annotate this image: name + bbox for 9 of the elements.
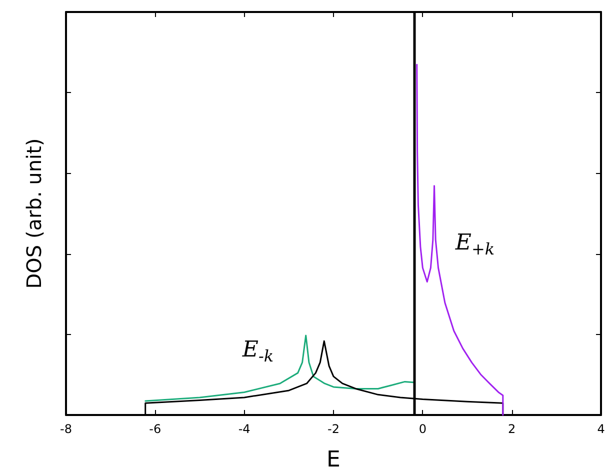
x-tick-label: -2 <box>328 422 340 436</box>
x-tick-label: 0 <box>418 422 426 436</box>
x-tick-label: 4 <box>597 422 605 436</box>
x-tick-label: -4 <box>238 422 250 436</box>
x-tick-label: -8 <box>60 422 72 436</box>
x-axis-title: E <box>326 448 340 472</box>
y-axis-title: DOS (arb. unit) <box>22 138 46 289</box>
x-tick-label: 2 <box>508 422 516 436</box>
x-tick-label: -6 <box>149 422 162 436</box>
